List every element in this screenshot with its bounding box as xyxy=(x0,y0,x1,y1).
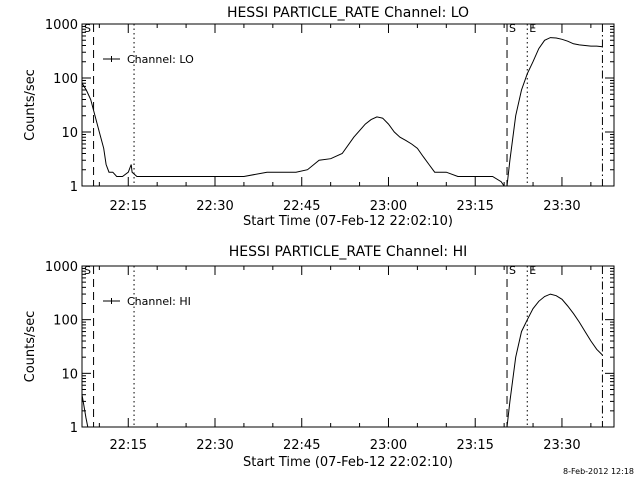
x-tick-label: 22:15 xyxy=(110,438,147,453)
x-tick-label: 23:30 xyxy=(543,199,580,214)
y-tick-label: 1000 xyxy=(45,260,78,275)
y-axis-label: Counts/sec xyxy=(23,311,38,383)
x-tick-label: 22:30 xyxy=(196,438,233,453)
x-tick-label: 22:15 xyxy=(110,199,147,214)
y-tick-label: 10 xyxy=(61,367,78,382)
x-tick-label: 22:30 xyxy=(196,199,233,214)
y-tick-label: 1 xyxy=(70,180,78,195)
x-tick-label: 23:30 xyxy=(543,438,580,453)
y-tick-label: 100 xyxy=(53,72,78,87)
x-tick-label: 22:45 xyxy=(283,438,320,453)
y-axis-label: Counts/sec xyxy=(23,69,38,141)
hi-channel-panel: HESSI PARTICLE_RATE Channel: HI 22:15 22:3… xyxy=(23,244,615,470)
y-tick-label: 1000 xyxy=(45,18,78,33)
legend-label: Channel: LO xyxy=(127,53,194,66)
plot-frame xyxy=(81,265,615,428)
x-tick-label: 23:15 xyxy=(456,438,493,453)
x-tick-label: 23:15 xyxy=(456,199,493,214)
x-tick-label: 23:00 xyxy=(370,438,407,453)
y-tick-label: 1 xyxy=(70,421,78,436)
data-series-line xyxy=(81,37,603,187)
x-axis-label: Start Time (07-Feb-12 22:02:10) xyxy=(243,455,453,470)
x-tick-label: 22:45 xyxy=(283,199,320,214)
corner-marker-label: S xyxy=(84,264,91,277)
data-series-line xyxy=(81,293,603,428)
footer-timestamp: 8-Feb-2012 12:18 xyxy=(563,467,634,476)
lo-channel-panel: HESSI PARTICLE_RATE Channel: LO 22:15 22:3… xyxy=(23,5,615,229)
marker-label: E xyxy=(529,22,536,35)
marker-label: S xyxy=(509,264,516,277)
chart-title: HESSI PARTICLE_RATE Channel: LO xyxy=(227,5,469,21)
marker-label: S xyxy=(509,22,516,35)
plot-frame xyxy=(81,23,615,187)
x-tick-label: 23:00 xyxy=(370,199,407,214)
chart-title: HESSI PARTICLE_RATE Channel: HI xyxy=(229,244,467,260)
marker-label: E xyxy=(529,264,536,277)
y-tick-label: 10 xyxy=(61,126,78,141)
y-tick-label: 100 xyxy=(53,314,78,329)
corner-marker-label: S xyxy=(84,22,91,35)
x-axis-label: Start Time (07-Feb-12 22:02:10) xyxy=(243,214,453,229)
legend-label: Channel: HI xyxy=(127,295,191,308)
